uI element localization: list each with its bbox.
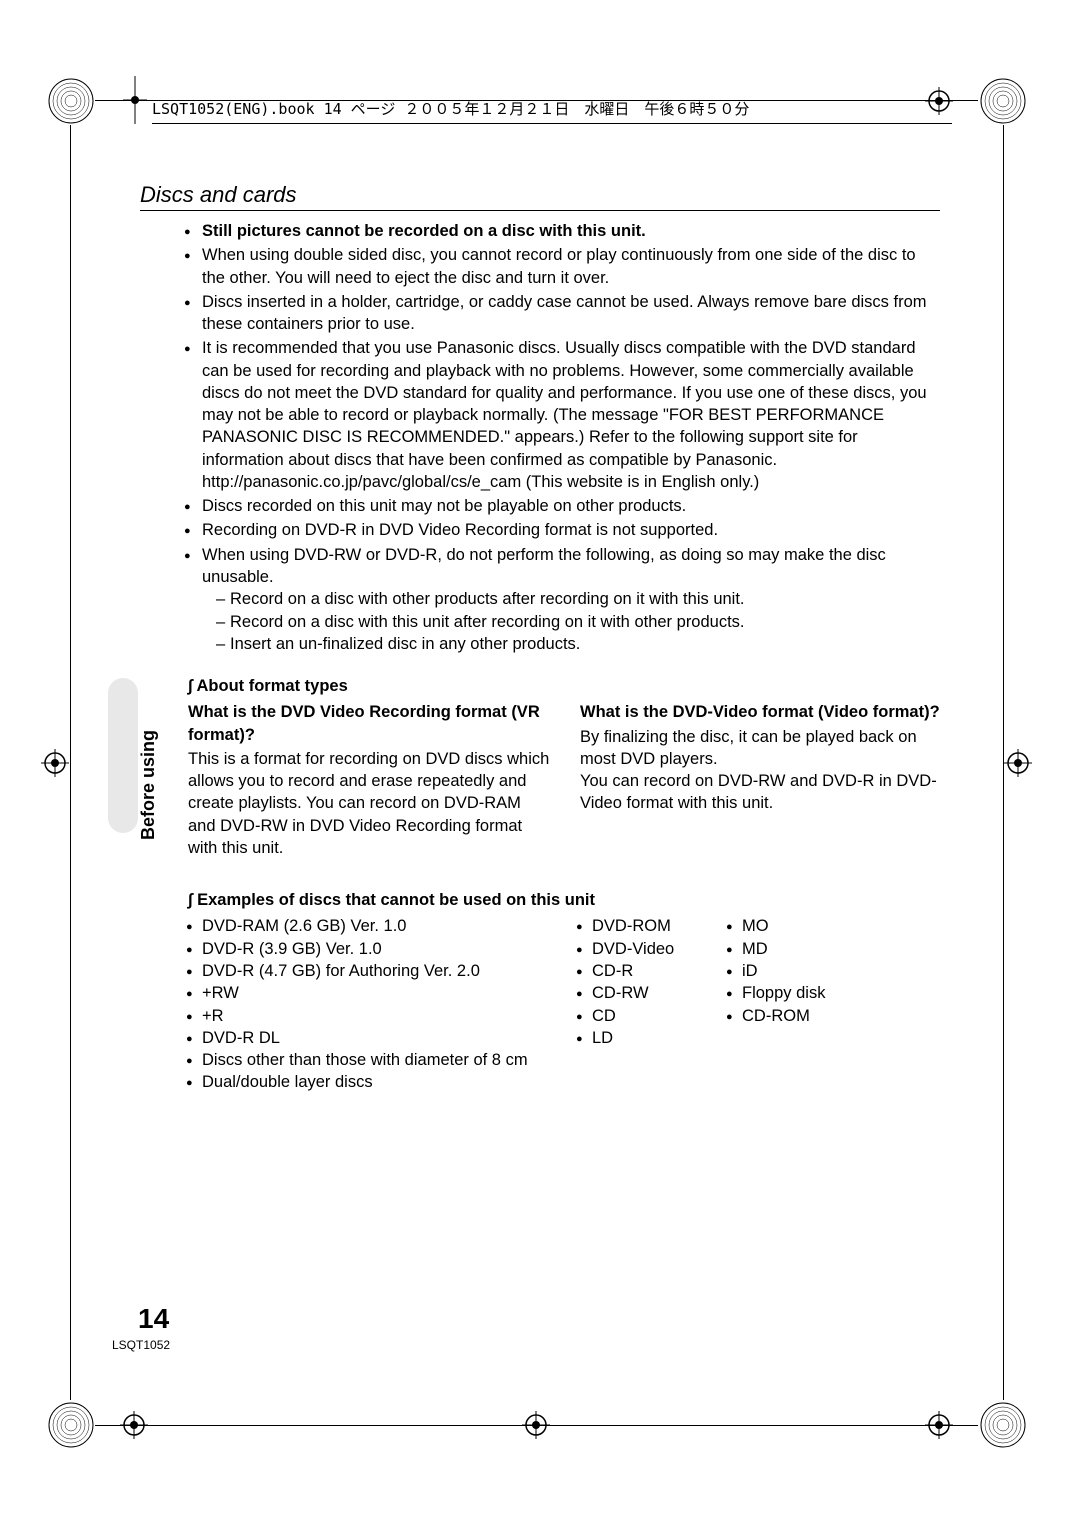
title-underline: [140, 210, 940, 211]
bullet-item: Discs inserted in a holder, cartridge, o…: [188, 291, 942, 336]
page-number: 14: [138, 1303, 169, 1335]
examples-col-2: DVD-ROM DVD-Video CD-R CD-RW CD LD: [578, 915, 708, 1093]
reg-mark-top-left: [46, 76, 96, 126]
frame-line: [1003, 125, 1004, 1400]
frame-line: [70, 125, 71, 1400]
disc-item: DVD-RAM (2.6 GB) Ver. 1.0: [188, 915, 558, 937]
crop-mark-icon: [41, 749, 69, 777]
disc-item: MO: [728, 915, 868, 937]
manual-page: LSQT1052(ENG).book 14 ページ ２００５年１２月２１日 水曜…: [0, 0, 1080, 1526]
vr-format-question: What is the DVD Video Recording format (…: [188, 701, 550, 746]
reg-mark-top-right: [978, 76, 1028, 126]
examples-columns: DVD-RAM (2.6 GB) Ver. 1.0 DVD-R (3.9 GB)…: [188, 915, 942, 1093]
vr-format-answer: This is a format for recording on DVD di…: [188, 748, 550, 859]
disc-item: CD-RW: [578, 982, 708, 1004]
main-bullet-list: Still pictures cannot be recorded on a d…: [188, 220, 942, 655]
format-col-right: What is the DVD-Video format (Video form…: [580, 701, 942, 859]
disc-item: LD: [578, 1027, 708, 1049]
content-body: Still pictures cannot be recorded on a d…: [188, 220, 942, 1094]
reg-mark-bottom-right: [978, 1400, 1028, 1450]
bullet-item: When using DVD-RW or DVD-R, do not perfo…: [188, 544, 942, 655]
video-format-answer: By finalizing the disc, it can be played…: [580, 726, 942, 815]
examples-heading: Examples of discs that cannot be used on…: [188, 889, 942, 911]
disc-item: CD-ROM: [728, 1005, 868, 1027]
bullet-item: Recording on DVD-R in DVD Video Recordin…: [188, 519, 942, 541]
side-label: Before using: [138, 730, 159, 840]
about-formats-heading: About format types: [188, 675, 942, 697]
book-header-text: LSQT1052(ENG).book 14 ページ ２００５年１２月２１日 水曜…: [152, 98, 952, 124]
disc-item: DVD-Video: [578, 938, 708, 960]
sub-item: Record on a disc with other products aft…: [216, 588, 942, 610]
examples-col-1: DVD-RAM (2.6 GB) Ver. 1.0 DVD-R (3.9 GB)…: [188, 915, 558, 1093]
disc-item: DVD-R DL: [188, 1027, 558, 1049]
disc-item: +R: [188, 1005, 558, 1027]
section-title: Discs and cards: [140, 182, 297, 208]
bullet-item: Discs recorded on this unit may not be p…: [188, 495, 942, 517]
disc-item: Dual/double layer discs: [188, 1071, 558, 1093]
disc-item: CD-R: [578, 960, 708, 982]
bullet-item: Still pictures cannot be recorded on a d…: [188, 220, 942, 242]
doc-code: LSQT1052: [112, 1338, 170, 1352]
bullet-item: When using double sided disc, you cannot…: [188, 244, 942, 289]
disc-item: iD: [728, 960, 868, 982]
disc-item: DVD-R (4.7 GB) for Authoring Ver. 2.0: [188, 960, 558, 982]
side-tab: [108, 678, 138, 833]
disc-item: +RW: [188, 982, 558, 1004]
format-col-left: What is the DVD Video Recording format (…: [188, 701, 550, 859]
disc-item: MD: [728, 938, 868, 960]
disc-item: Discs other than those with diameter of …: [188, 1049, 558, 1071]
sub-item: Insert an un-finalized disc in any other…: [216, 633, 942, 655]
disc-item: CD: [578, 1005, 708, 1027]
frame-line: [95, 1425, 978, 1426]
format-columns: What is the DVD Video Recording format (…: [188, 701, 942, 859]
disc-item: DVD-R (3.9 GB) Ver. 1.0: [188, 938, 558, 960]
video-format-question: What is the DVD-Video format (Video form…: [580, 701, 942, 723]
sub-list: Record on a disc with other products aft…: [202, 588, 942, 655]
bullet-item: It is recommended that you use Panasonic…: [188, 337, 942, 493]
sub-item: Record on a disc with this unit after re…: [216, 611, 942, 633]
examples-col-3: MO MD iD Floppy disk CD-ROM: [728, 915, 868, 1093]
disc-item: Floppy disk: [728, 982, 868, 1004]
disc-item: DVD-ROM: [578, 915, 708, 937]
bullet-text: When using DVD-RW or DVD-R, do not perfo…: [202, 546, 886, 586]
crop-mark-icon: [1004, 749, 1032, 777]
reg-mark-bottom-left: [46, 1400, 96, 1450]
